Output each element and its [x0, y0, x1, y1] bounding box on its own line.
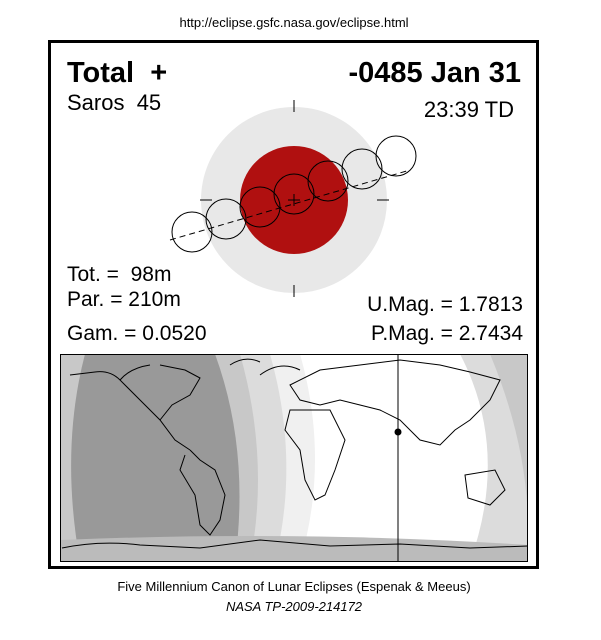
- time: 23:39 TD: [424, 97, 514, 122]
- date: -0485 Jan 31: [348, 57, 521, 89]
- total-duration: Tot. = 98m: [67, 263, 171, 286]
- gamma: Gam. = 0.0520: [67, 322, 207, 345]
- penumbral-magnitude: P.Mag. = 2.7434: [371, 322, 523, 345]
- footer-title: Five Millennium Canon of Lunar Eclipses …: [117, 579, 470, 594]
- moon-positions: [171, 135, 417, 253]
- eclipse-geometry: [169, 100, 417, 297]
- eclipse-type: Total +: [67, 57, 167, 89]
- url: http://eclipse.gsfc.nasa.gov/eclipse.htm…: [179, 15, 408, 30]
- sub-lunar-point: [394, 428, 402, 436]
- partial-duration: Par. = 210m: [67, 288, 181, 311]
- umbral-magnitude: U.Mag. = 1.7813: [367, 293, 523, 316]
- moon-path: [169, 169, 411, 241]
- saros: Saros 45: [67, 90, 161, 115]
- footer-reference: NASA TP-2009-214172: [226, 599, 363, 614]
- world-map: [60, 354, 528, 562]
